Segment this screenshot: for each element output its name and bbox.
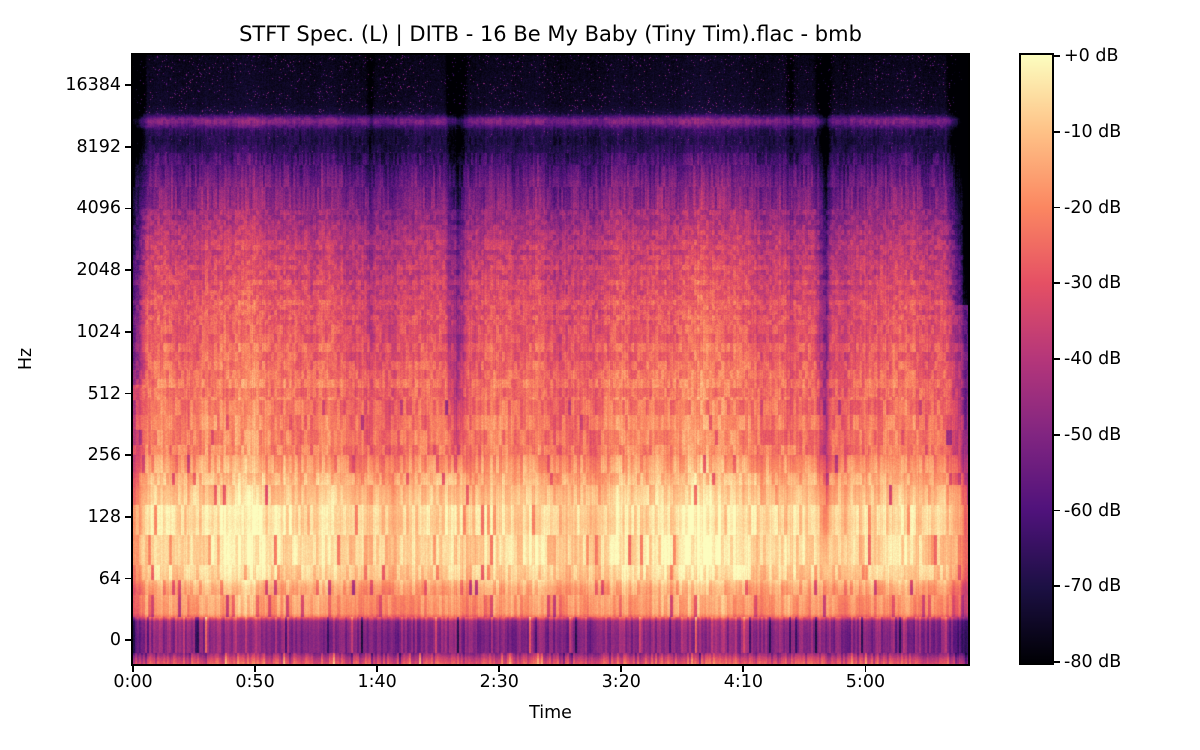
colorbar-tick-label: -30 dB	[1064, 273, 1122, 294]
plot-title: STFT Spec. (L) | DITB - 16 Be My Baby (T…	[239, 22, 862, 46]
tick-mark	[125, 207, 131, 210]
colorbar-tick-label: -50 dB	[1064, 424, 1122, 445]
y-tick-label: 16384	[65, 75, 121, 95]
tick-mark	[1054, 509, 1060, 512]
colorbar-tick-label: -80 dB	[1064, 652, 1122, 672]
tick-mark	[1054, 585, 1060, 588]
y-tick-label: 128	[87, 506, 121, 527]
x-tick-label: 0:00	[113, 672, 153, 692]
spectrogram-canvas	[133, 55, 968, 664]
x-axis-label: Time	[529, 703, 572, 723]
y-tick-label: 2048	[76, 260, 121, 281]
x-tick-label: 2:30	[479, 672, 519, 692]
y-tick-label: 1024	[76, 321, 121, 342]
x-tick-label: 5:00	[845, 672, 886, 692]
tick-mark	[1054, 433, 1060, 436]
tick-mark	[125, 577, 131, 580]
y-tick-label: 4096	[76, 198, 121, 219]
tick-mark	[254, 666, 256, 672]
tick-mark	[125, 269, 131, 271]
y-tick-label: 512	[87, 383, 121, 404]
colorbar-tick-label: -20 dB	[1064, 197, 1122, 218]
tick-mark	[1054, 661, 1060, 663]
tick-mark	[1054, 282, 1060, 285]
tick-mark	[1054, 358, 1060, 360]
colorbar-tick-label: +0 dB	[1064, 46, 1119, 66]
tick-mark	[125, 84, 131, 86]
x-tick-label: 0:50	[235, 672, 275, 692]
y-tick-label: 64	[98, 568, 121, 589]
y-axis-label: Hz	[16, 347, 36, 371]
tick-mark	[1054, 55, 1060, 57]
tick-mark	[620, 666, 623, 672]
y-tick-label: 0	[109, 630, 121, 651]
tick-mark	[125, 392, 131, 395]
colorbar-tick-label: -40 dB	[1064, 349, 1122, 369]
colorbar-tick-label: -10 dB	[1064, 121, 1122, 142]
colorbar-tick-label: -70 dB	[1064, 576, 1122, 597]
tick-mark	[1054, 206, 1060, 209]
tick-mark	[742, 666, 745, 672]
tick-mark	[125, 639, 131, 642]
x-tick-label: 3:20	[601, 672, 641, 692]
tick-mark	[864, 666, 867, 672]
colorbar-tick-label: -60 dB	[1064, 500, 1122, 521]
x-tick-label: 1:40	[357, 672, 397, 692]
tick-mark	[1054, 130, 1060, 133]
tick-mark	[376, 666, 379, 672]
tick-mark	[125, 330, 131, 333]
y-tick-label: 8192	[76, 136, 121, 157]
x-tick-label: 4:10	[723, 672, 764, 692]
tick-mark	[125, 516, 131, 518]
colorbar	[1021, 55, 1052, 663]
y-tick-label: 256	[87, 445, 121, 466]
tick-mark	[125, 454, 131, 457]
tick-mark	[132, 666, 134, 672]
tick-mark	[125, 145, 131, 148]
tick-mark	[498, 666, 501, 672]
